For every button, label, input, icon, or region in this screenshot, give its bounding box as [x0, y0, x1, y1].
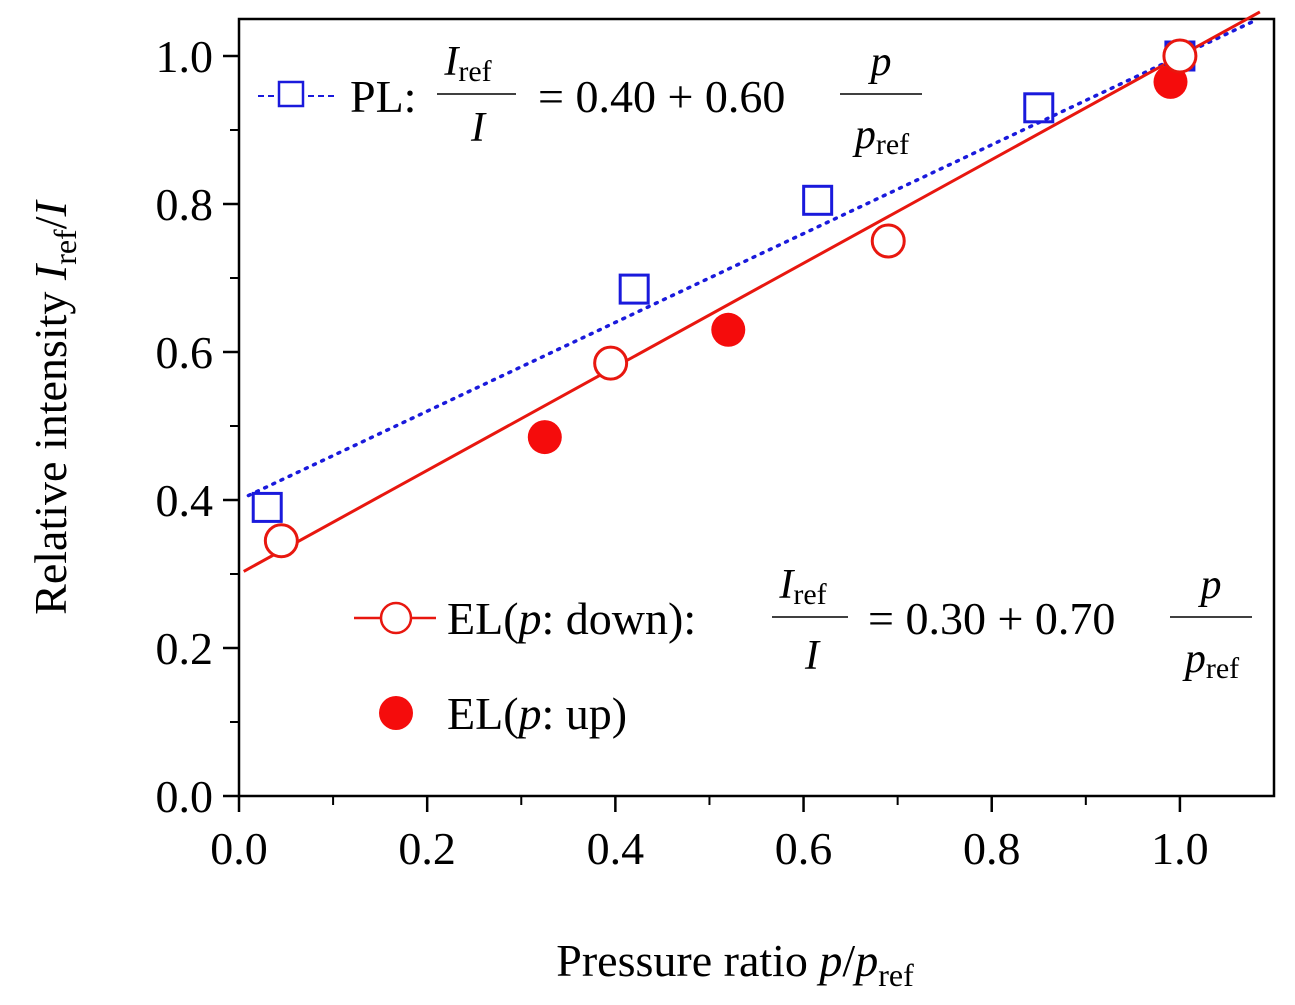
legend-el-down-equation: = 0.30 + 0.70	[868, 593, 1115, 644]
svg-text:Relative intensity Iref/I: Relative intensity Iref/I	[25, 198, 83, 614]
legend-pl-label: PL:	[350, 71, 416, 122]
svg-text:pref: pref	[852, 112, 909, 161]
x-tick-label: 0.0	[210, 823, 268, 874]
pl-point	[251, 491, 283, 523]
svg-text:pref: pref	[1182, 636, 1239, 685]
pl-point	[618, 273, 650, 305]
axis-ticks: 0.0 0.2 0.4 0.6 0.8 1.0 0.0 0.2 0.4 0.6 0.8 1.0	[156, 31, 1209, 874]
svg-text:p: p	[868, 39, 892, 85]
el-down-point	[263, 523, 299, 559]
y-tick-label: 1.0	[156, 31, 214, 82]
fit-line-pl	[246, 18, 1257, 498]
pl-point	[802, 184, 834, 216]
svg-text:I: I	[804, 633, 821, 679]
y-tick-label: 0.6	[156, 327, 214, 378]
fit-lines	[242, 10, 1261, 573]
legend-el-up: EL(p: up)	[379, 688, 627, 739]
y-tick-label: 0.0	[156, 771, 214, 822]
y-tick-label: 0.4	[156, 475, 214, 526]
el-down-point	[1162, 38, 1198, 74]
legend-pl: PL: Iref I = 0.40 + 0.60 p pref	[258, 39, 922, 161]
el-down-point	[870, 223, 906, 259]
legend-pl-equation: = 0.40 + 0.60	[538, 71, 785, 122]
x-tick-label: 0.2	[398, 823, 456, 874]
legend-pl-marker	[277, 80, 305, 108]
svg-text:Iref: Iref	[443, 39, 491, 88]
x-tick-label: 1.0	[1151, 823, 1209, 874]
svg-text:Pressure ratio p/pref: Pressure ratio p/pref	[556, 935, 914, 993]
x-axis-label: Pressure ratio p/pref	[556, 935, 914, 993]
svg-text:p: p	[1198, 562, 1222, 608]
el-up-point	[711, 312, 746, 347]
pl-point	[1023, 92, 1055, 124]
y-axis-label: Relative intensity Iref/I	[25, 198, 83, 614]
svg-text:I: I	[470, 105, 487, 151]
legend-el-up-label: EL(p: up)	[447, 688, 627, 739]
fit-line-elpdown	[242, 10, 1261, 573]
el-up-point	[527, 420, 562, 455]
legend-el-down: EL(p: down): Iref I = 0.30 + 0.70 p pref	[354, 562, 1252, 685]
legend-el-down-marker	[379, 601, 413, 635]
legend-el-up-marker	[379, 696, 413, 730]
y-tick-label: 0.2	[156, 623, 214, 674]
x-tick-label: 0.4	[587, 823, 645, 874]
svg-text:Iref: Iref	[778, 562, 826, 611]
x-tick-label: 0.8	[963, 823, 1021, 874]
y-tick-label: 0.8	[156, 179, 214, 230]
data-points	[251, 38, 1198, 559]
el-down-point	[593, 345, 629, 381]
x-tick-label: 0.6	[775, 823, 833, 874]
plot-frame	[237, 17, 1276, 798]
legend-el-down-label: EL(p: down):	[447, 593, 696, 644]
